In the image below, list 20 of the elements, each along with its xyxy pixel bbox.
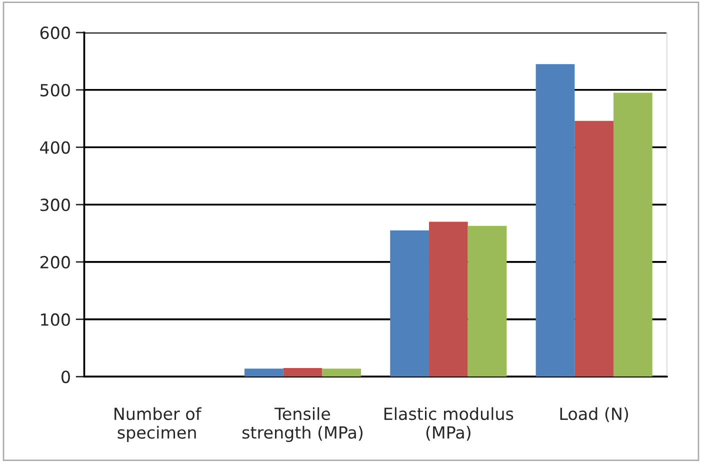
bar	[322, 368, 362, 377]
y-tick-label: 300	[40, 198, 70, 212]
y-tick-label: 400	[40, 141, 70, 154]
x-tick-label: Number of specimen	[114, 407, 202, 442]
y-tick-label: 100	[41, 313, 70, 326]
bar	[536, 64, 575, 377]
y-tick-label: 600	[40, 26, 70, 40]
bar	[283, 368, 322, 377]
bar	[244, 368, 284, 377]
bar	[574, 120, 614, 377]
x-tick-label: Elastic modulus (MPa)	[384, 407, 514, 441]
x-tick-label: Load (N)	[560, 407, 628, 422]
y-tick-label: 500	[40, 84, 70, 96]
bar	[613, 92, 652, 377]
y-tick-label: 0	[62, 370, 70, 384]
x-tick-label: Tensile strength (MPa)	[242, 407, 362, 442]
bar	[468, 226, 507, 377]
bar	[390, 230, 429, 377]
bar	[428, 222, 468, 377]
y-tick-label: 200	[40, 256, 70, 269]
